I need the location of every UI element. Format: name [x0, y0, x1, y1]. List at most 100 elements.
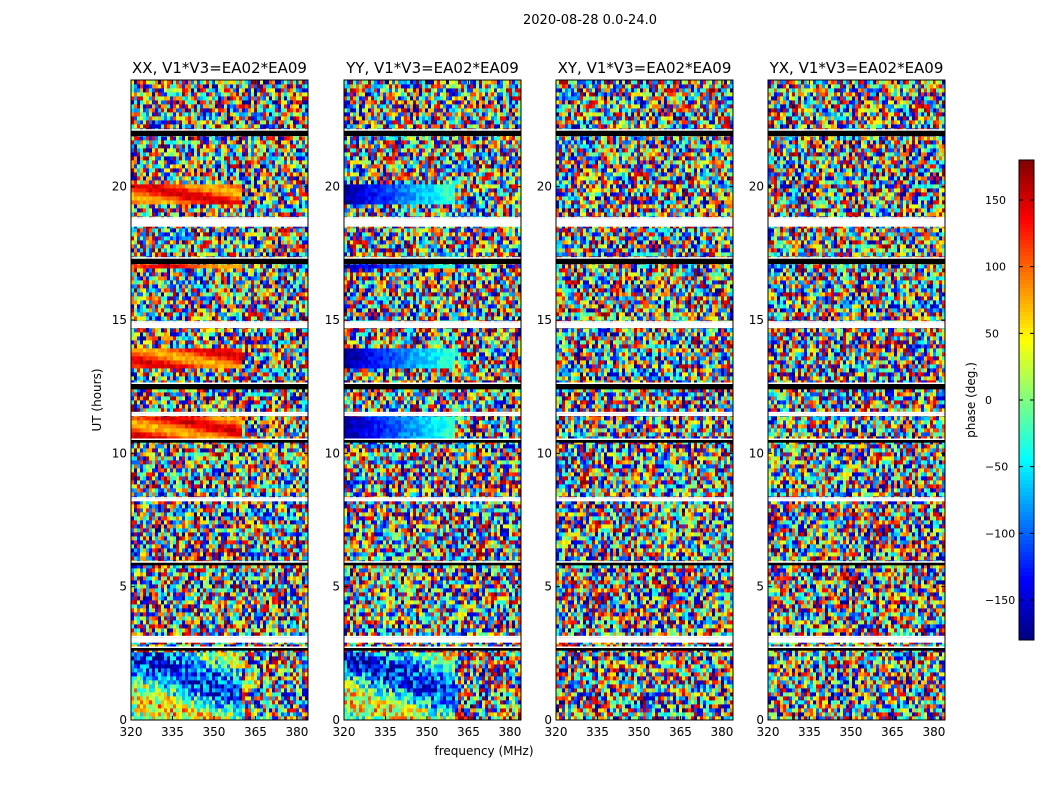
heatmap-cell — [266, 680, 270, 685]
heatmap-cell — [287, 492, 291, 497]
heatmap-cell — [266, 608, 270, 613]
heatmap-cell — [260, 516, 264, 521]
heatmap-cell — [260, 484, 264, 489]
heatmap-cell — [155, 520, 159, 525]
heatmap-cell — [278, 416, 282, 421]
heatmap-cell — [299, 564, 303, 569]
heatmap-cell — [299, 532, 303, 537]
heatmap-cell — [134, 512, 138, 517]
heatmap-cell — [158, 404, 162, 409]
heatmap-cell — [191, 504, 195, 509]
heatmap-cell — [236, 604, 240, 609]
heatmap-cell — [278, 644, 282, 649]
heatmap-cell — [269, 624, 273, 629]
heatmap-cell — [257, 516, 261, 521]
heatmap-cell — [143, 596, 147, 601]
heatmap-cell — [224, 548, 228, 553]
heatmap-cell — [293, 408, 297, 413]
heatmap-cell — [221, 600, 225, 605]
heatmap-cell — [140, 588, 144, 593]
heatmap-cell — [143, 504, 147, 509]
heatmap-cell — [227, 512, 231, 517]
heatmap-cell — [152, 416, 156, 421]
heatmap-cell — [146, 476, 150, 481]
heatmap-cell — [203, 508, 207, 513]
heatmap-cell — [197, 476, 201, 481]
heatmap-cell — [170, 540, 174, 545]
heatmap-cell — [185, 576, 189, 581]
heatmap-cell — [185, 540, 189, 545]
heatmap-cell — [203, 564, 207, 569]
heatmap-cell — [305, 652, 309, 657]
heatmap-cell — [269, 484, 273, 489]
heatmap-cell — [170, 696, 174, 701]
heatmap-cell — [215, 472, 219, 477]
heatmap-cell — [236, 428, 240, 433]
heatmap-cell — [272, 568, 276, 573]
heatmap-cell — [176, 576, 180, 581]
heatmap-cell — [302, 420, 306, 425]
heatmap-cell — [131, 408, 135, 413]
heatmap-cell — [236, 468, 240, 473]
heatmap-cell — [269, 652, 273, 657]
heatmap-cell — [287, 608, 291, 613]
heatmap-cell — [197, 632, 201, 637]
heatmap-cell — [242, 652, 246, 657]
heatmap-cell — [194, 492, 198, 497]
heatmap-cell — [188, 460, 192, 465]
heatmap-cell — [272, 532, 276, 537]
heatmap-cell — [206, 588, 210, 593]
heatmap-cell — [185, 476, 189, 481]
heatmap-cell — [179, 564, 183, 569]
heatmap-cell — [305, 660, 309, 665]
heatmap-cell — [206, 708, 210, 713]
heatmap-cell — [188, 620, 192, 625]
heatmap-cell — [302, 576, 306, 581]
heatmap-cell — [176, 492, 180, 497]
heatmap-cell — [212, 456, 216, 461]
heatmap-cell — [170, 444, 174, 449]
heatmap-cell — [167, 508, 171, 513]
heatmap-cell — [248, 596, 252, 601]
heatmap-cell — [272, 544, 276, 549]
heatmap-cell — [134, 656, 138, 661]
heatmap-cell — [221, 676, 225, 681]
heatmap-cell — [152, 568, 156, 573]
heatmap-cell — [140, 544, 144, 549]
heatmap-cell — [230, 480, 234, 485]
heatmap-cell — [212, 580, 216, 585]
heatmap-cell — [155, 428, 159, 433]
heatmap-cell — [188, 408, 192, 413]
heatmap-cell — [191, 544, 195, 549]
heatmap-cell — [173, 420, 177, 425]
heatmap-cell — [131, 716, 135, 721]
heatmap-cell — [161, 604, 165, 609]
heatmap-cell — [194, 588, 198, 593]
heatmap-cell — [218, 512, 222, 517]
heatmap-cell — [182, 472, 186, 477]
heatmap-cell — [176, 708, 180, 713]
heatmap-cell — [248, 460, 252, 465]
heatmap-cell — [212, 608, 216, 613]
heatmap-cell — [299, 684, 303, 689]
heatmap-cell — [209, 448, 213, 453]
heatmap-cell — [164, 400, 168, 405]
heatmap-cell — [191, 580, 195, 585]
heatmap-cell — [137, 468, 141, 473]
heatmap-cell — [131, 604, 135, 609]
heatmap-cell — [140, 472, 144, 477]
heatmap-cell — [281, 708, 285, 713]
heatmap-cell — [257, 672, 261, 677]
heatmap-cell — [278, 600, 282, 605]
heatmap-cell — [206, 704, 210, 709]
heatmap-cell — [278, 712, 282, 717]
heatmap-cell — [266, 628, 270, 633]
heatmap-cell — [212, 520, 216, 525]
heatmap-cell — [257, 656, 261, 661]
heatmap-cell — [212, 544, 216, 549]
heatmap-cell — [146, 592, 150, 597]
heatmap-cell — [233, 408, 237, 413]
heatmap-cell — [284, 464, 288, 469]
heatmap-cell — [161, 408, 165, 413]
heatmap-cell — [191, 556, 195, 561]
